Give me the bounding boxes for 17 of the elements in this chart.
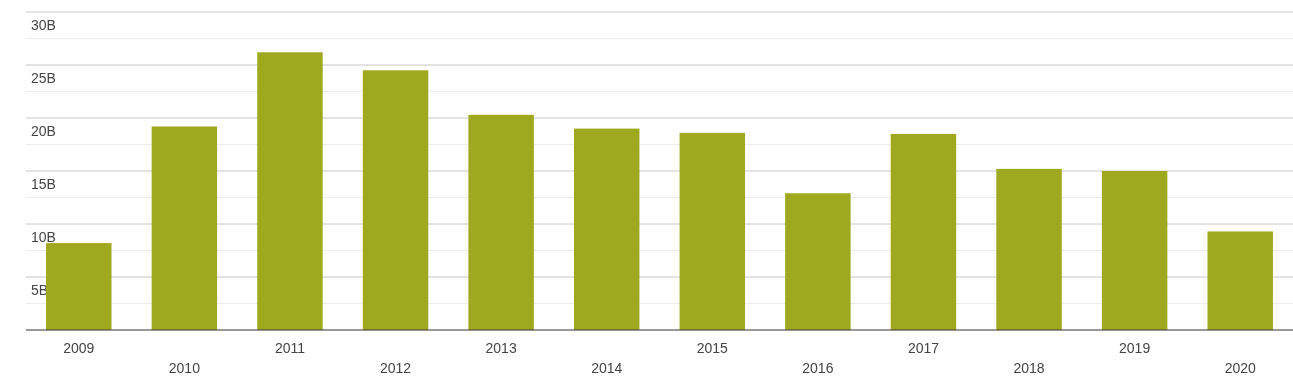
x-tick-label: 2010	[168, 360, 201, 376]
x-tick-label: 2019	[1119, 340, 1151, 356]
x-tick-label: 2013	[485, 340, 517, 356]
x-tick-label: 2018	[1013, 360, 1045, 376]
x-tick-label: 2017	[907, 340, 940, 356]
x-tick-label: 2009	[63, 340, 95, 356]
y-tick-label: 30B	[31, 17, 56, 33]
x-tick-label: 2020	[1224, 360, 1256, 376]
y-tick-label: 25B	[31, 70, 56, 86]
x-tick-label: 2014	[591, 360, 623, 376]
y-tick-label: 10B	[31, 229, 56, 245]
x-tick-label: 2016	[802, 360, 834, 376]
y-tick-label: 15B	[31, 176, 56, 192]
x-tick-label: 2012	[379, 360, 412, 376]
y-tick-label: 20B	[31, 123, 56, 139]
x-tick-label: 2011	[274, 340, 306, 356]
x-tick-label: 2015	[696, 340, 729, 356]
